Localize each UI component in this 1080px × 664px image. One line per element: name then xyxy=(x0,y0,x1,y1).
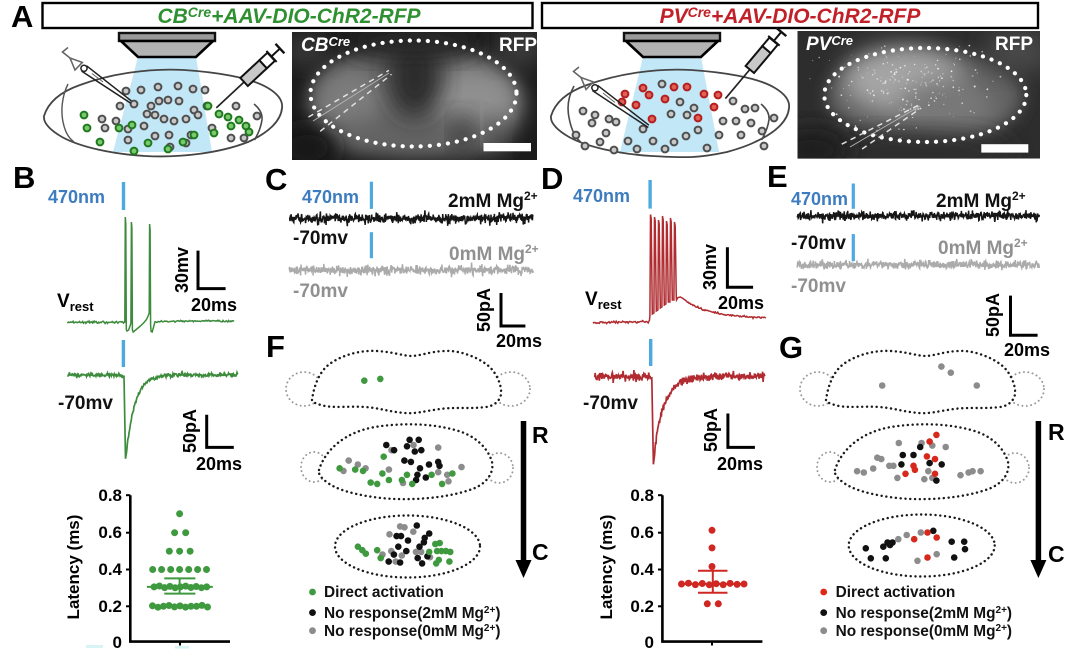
svg-text:R: R xyxy=(532,422,549,448)
svg-text:-70mv: -70mv xyxy=(293,281,348,302)
svg-text:C: C xyxy=(532,539,549,565)
svg-text:C: C xyxy=(1048,541,1065,567)
svg-text:0.4: 0.4 xyxy=(98,560,122,579)
svg-text:0.8: 0.8 xyxy=(630,486,654,505)
svg-text:Direct activation: Direct activation xyxy=(836,584,956,601)
svg-text:0.4: 0.4 xyxy=(630,560,654,579)
svg-text:F: F xyxy=(266,329,285,364)
svg-text:G: G xyxy=(779,330,803,365)
svg-text:50pA: 50pA xyxy=(474,288,494,332)
svg-text:0.8: 0.8 xyxy=(98,486,122,505)
svg-text:0.6: 0.6 xyxy=(98,523,122,542)
svg-text:-70mv: -70mv xyxy=(791,233,846,254)
svg-text:0: 0 xyxy=(645,633,654,652)
svg-text:2mM Mg2+: 2mM Mg2+ xyxy=(936,189,1026,212)
svg-text:E: E xyxy=(767,159,788,194)
svg-text:B: B xyxy=(13,160,35,195)
svg-text:0: 0 xyxy=(113,633,122,652)
svg-text:50pA: 50pA xyxy=(701,408,721,452)
svg-text:No response(2mM Mg2+): No response(2mM Mg2+) xyxy=(836,605,1012,622)
svg-text:-70mv: -70mv xyxy=(293,228,348,249)
svg-text:20ms: 20ms xyxy=(718,293,764,313)
svg-text:20ms: 20ms xyxy=(196,454,242,474)
svg-text:20ms: 20ms xyxy=(1004,340,1050,360)
svg-text:CBCre+AAV-DIO-ChR2-RFP: CBCre+AAV-DIO-ChR2-RFP xyxy=(157,4,421,28)
svg-text:RFP: RFP xyxy=(499,35,537,56)
svg-text:-70mv: -70mv xyxy=(58,393,113,414)
svg-text:PVCre+AAV-DIO-ChR2-RFP: PVCre+AAV-DIO-ChR2-RFP xyxy=(660,4,922,28)
svg-text:No response(2mM Mg2+): No response(2mM Mg2+) xyxy=(324,605,500,622)
svg-text:470nm: 470nm xyxy=(791,189,848,209)
svg-text:0.2: 0.2 xyxy=(98,597,122,616)
svg-text:30mv: 30mv xyxy=(700,244,720,290)
svg-text:20ms: 20ms xyxy=(496,331,542,351)
svg-text:0.6: 0.6 xyxy=(630,523,654,542)
svg-text:No response(0mM Mg2+): No response(0mM Mg2+) xyxy=(324,623,500,640)
svg-text:D: D xyxy=(541,161,563,196)
svg-text:Latency (ms): Latency (ms) xyxy=(597,515,616,620)
svg-text:470nm: 470nm xyxy=(302,187,359,207)
svg-text:2mM Mg2+: 2mM Mg2+ xyxy=(448,189,538,212)
svg-text:Direct activation: Direct activation xyxy=(324,584,444,601)
svg-text:Latency (ms): Latency (ms) xyxy=(64,515,83,620)
svg-text:R: R xyxy=(1048,419,1065,445)
svg-text:0.2: 0.2 xyxy=(630,597,654,616)
svg-text:0mM Mg2+: 0mM Mg2+ xyxy=(938,236,1028,259)
svg-text:C: C xyxy=(265,162,287,197)
svg-text:50pA: 50pA xyxy=(180,409,200,453)
svg-text:-70mv: -70mv xyxy=(791,276,846,297)
svg-text:RFP: RFP xyxy=(995,34,1033,55)
svg-text:20ms: 20ms xyxy=(717,454,763,474)
svg-text:No response(0mM Mg2+): No response(0mM Mg2+) xyxy=(836,623,1012,640)
svg-text:20ms: 20ms xyxy=(191,295,237,315)
svg-text:50pA: 50pA xyxy=(983,293,1003,337)
svg-text:A: A xyxy=(11,0,33,34)
svg-text:0mM Mg2+: 0mM Mg2+ xyxy=(449,242,539,265)
svg-text:-70mv: -70mv xyxy=(583,393,638,414)
svg-text:470nm: 470nm xyxy=(48,187,105,207)
svg-text:470nm: 470nm xyxy=(573,186,630,206)
svg-text:30mv: 30mv xyxy=(172,247,192,293)
